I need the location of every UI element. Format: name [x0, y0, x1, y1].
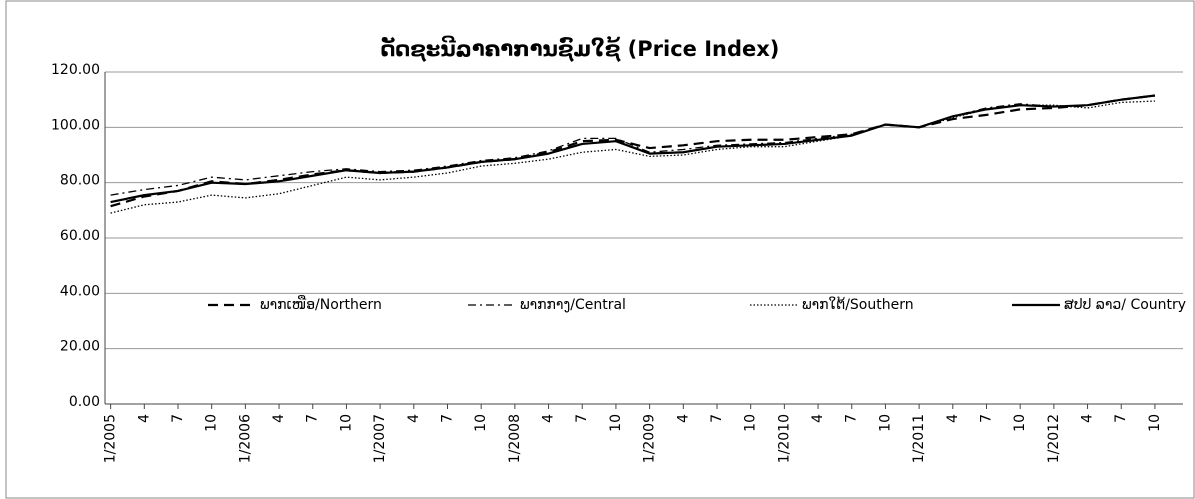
x-tick-label: 4 — [675, 414, 691, 423]
x-tick-label: 1/2007 — [372, 414, 388, 463]
x-tick-label: 10 — [338, 414, 354, 432]
legend-label: ສປປ ລາວ/ Country — [1064, 297, 1186, 313]
x-tick-label: 4 — [136, 414, 152, 423]
y-tick-label: 60.00 — [60, 228, 100, 244]
chart-title: ດັດຊະນີລາຄາການຊົມໃຊ້ (Price Index) — [381, 35, 780, 62]
x-tick-label: 10 — [1012, 414, 1028, 432]
x-tick-label: 7 — [1113, 414, 1129, 423]
y-tick-label: 20.00 — [60, 339, 100, 355]
x-tick-label: 4 — [271, 414, 287, 423]
legend-label: ພາກກາງ/Central — [520, 297, 626, 313]
x-tick-label: 10 — [743, 414, 759, 432]
series-line — [110, 94, 1156, 208]
x-tick-label: 4 — [810, 414, 826, 423]
x-tick-label: 1/2011 — [911, 414, 927, 463]
x-tick-label: 10 — [473, 414, 489, 432]
series-line — [110, 94, 1156, 204]
x-tick-label: 10 — [1147, 414, 1163, 432]
y-tick-label: 80.00 — [60, 173, 100, 189]
y-tick-label: 120.00 — [51, 62, 100, 78]
x-tick-label: 1/2010 — [776, 414, 792, 463]
x-tick-label: 10 — [608, 414, 624, 432]
y-tick-label: 100.00 — [51, 117, 100, 133]
x-tick-label: 1/2012 — [1046, 414, 1062, 463]
series-line — [110, 94, 1156, 196]
frame — [5, 0, 1195, 499]
x-tick-label: 4 — [541, 414, 557, 423]
x-tick-label: 1/2005 — [103, 414, 119, 463]
y-tick-label: 0.00 — [69, 394, 100, 410]
x-tick-label: 10 — [877, 414, 893, 432]
x-tick-label: 7 — [305, 414, 321, 423]
x-tick-label: 7 — [574, 414, 590, 423]
x-tick-label: 1/2008 — [507, 414, 523, 463]
x-tick-label: 7 — [844, 414, 860, 423]
legend-label: ພາກໃຕ້/Southern — [802, 296, 914, 313]
x-tick-label: 7 — [978, 414, 994, 423]
x-tick-label: 4 — [945, 414, 961, 423]
x-tick-label: 10 — [204, 414, 220, 432]
y-tick-label: 40.00 — [60, 283, 100, 299]
x-tick-label: 1/2006 — [237, 414, 253, 463]
x-tick-label: 4 — [1080, 414, 1096, 423]
x-tick-label: 1/2009 — [642, 414, 658, 463]
x-tick-label: 7 — [170, 414, 186, 423]
x-tick-label: 7 — [439, 414, 455, 423]
legend-label: ພາກເໜືອ/Northern — [260, 295, 382, 313]
x-tick-label: 4 — [406, 414, 422, 423]
x-tick-label: 7 — [709, 414, 725, 423]
